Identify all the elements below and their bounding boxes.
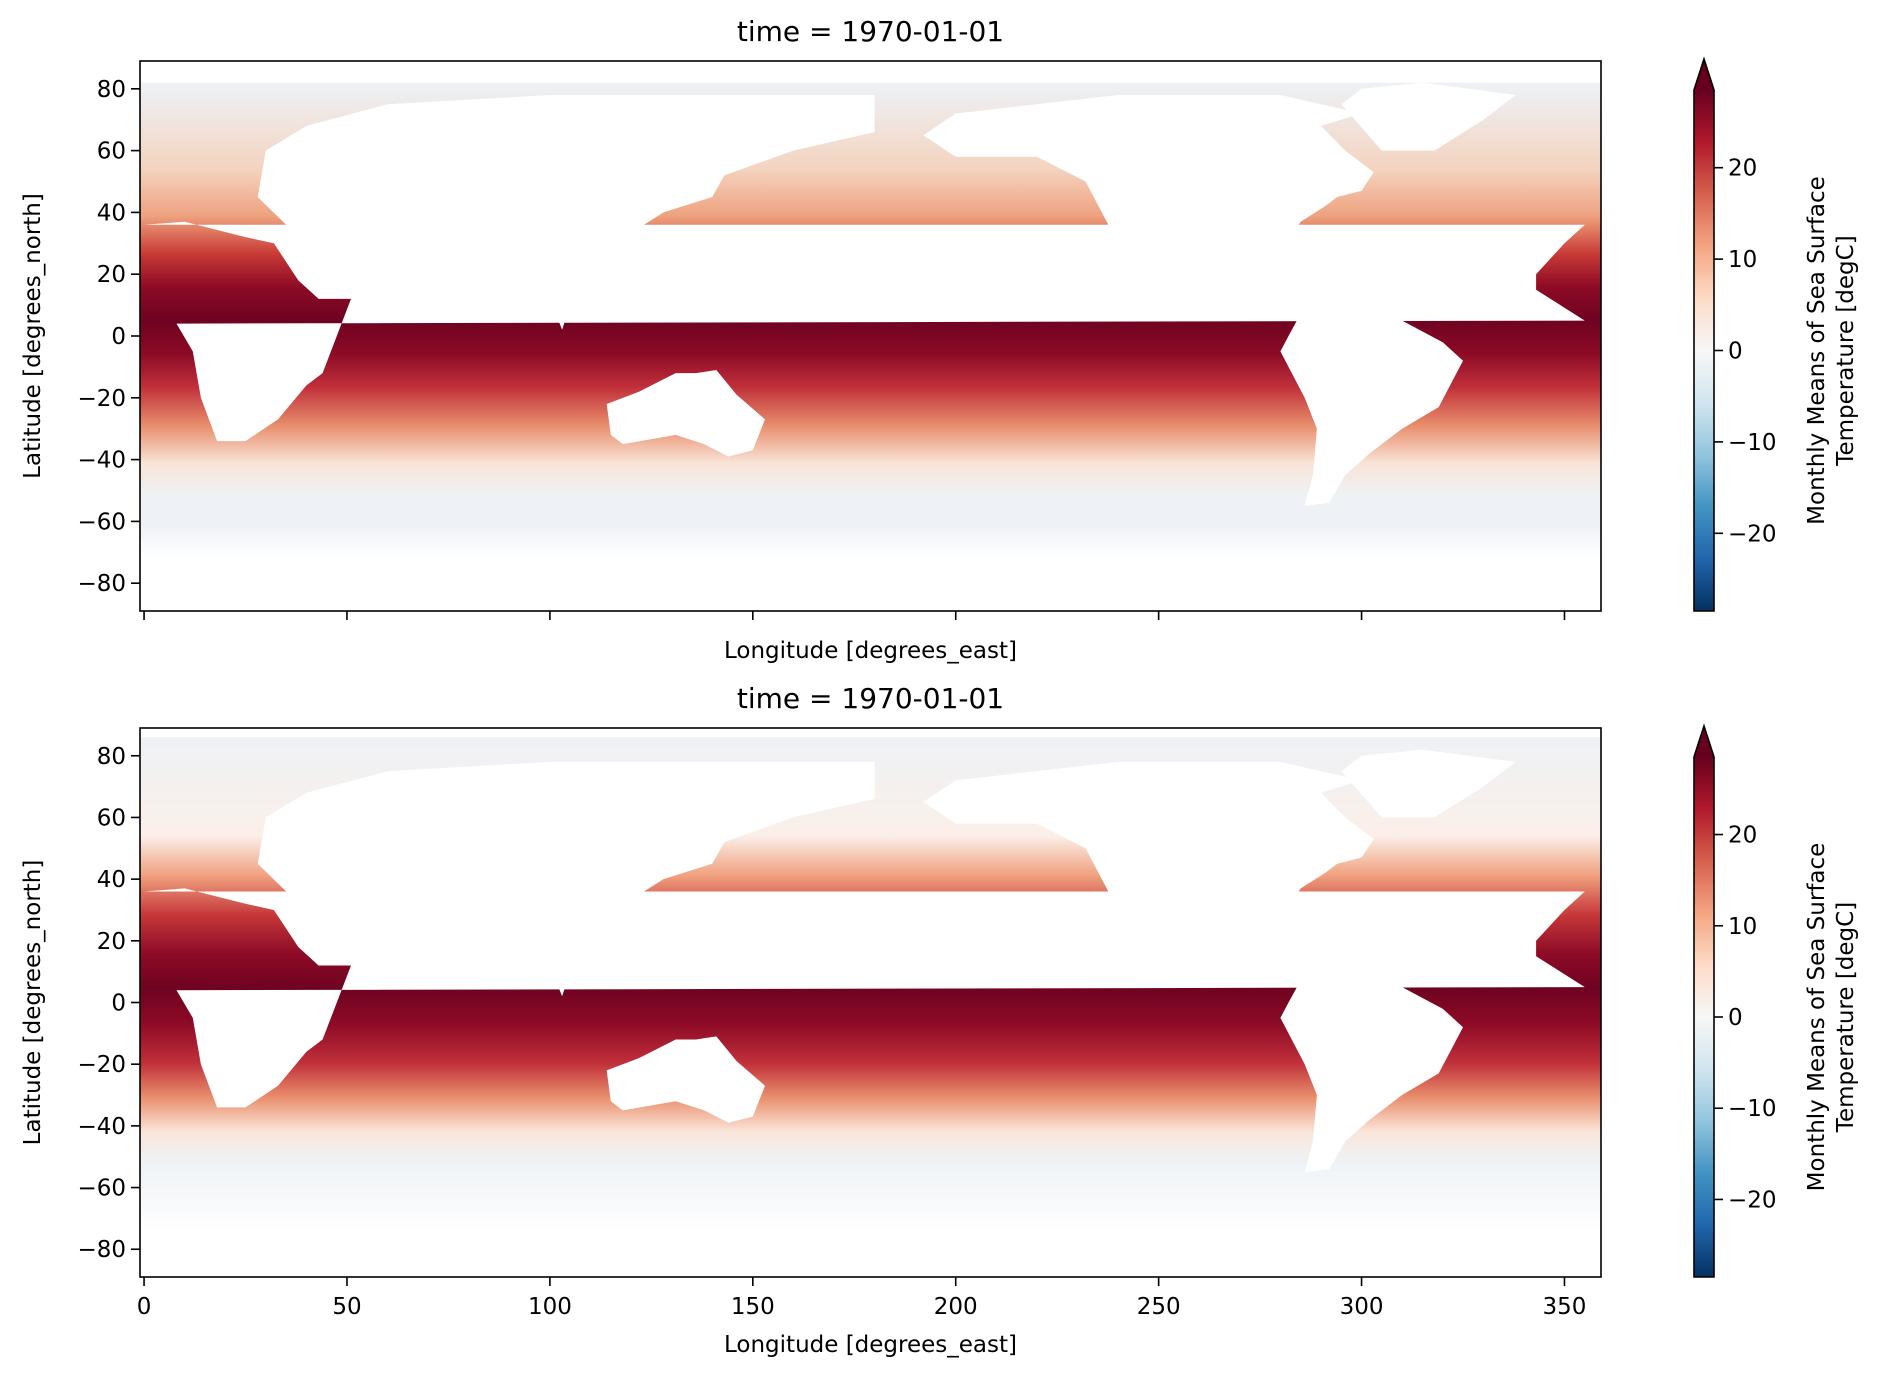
y-tick-label: 80	[97, 744, 126, 770]
colorbar-tick-label: 0	[1728, 1005, 1743, 1031]
y-tick-label: −20	[77, 1052, 126, 1078]
y-tick-label: 60	[97, 139, 126, 165]
chart-title: time = 1970-01-01	[737, 15, 1004, 48]
colorbar-tick-label: 10	[1728, 247, 1757, 273]
y-tick-label: 0	[111, 324, 126, 350]
y-tick-label: 60	[97, 805, 126, 831]
land-mask-2	[257, 95, 875, 330]
colorbar-tick-label: 10	[1728, 914, 1757, 940]
land-mask-3	[606, 1036, 765, 1123]
colorbar-tick-label: 20	[1728, 823, 1757, 849]
colorbar-tick-label: −20	[1728, 521, 1777, 547]
colorbar: −20 −10 0 10 20 Monthly Means of Sea Surface T…	[1693, 723, 1859, 1278]
y-tick-label: 20	[97, 929, 126, 955]
colorbar-extend-arrow	[1694, 726, 1714, 757]
x-tick-label: 200	[934, 1294, 978, 1320]
y-tick-label: −20	[77, 386, 126, 412]
colorbar-label-line-2: Temperature [degC]	[1833, 235, 1859, 466]
y-tick-label: 40	[97, 867, 126, 893]
colorbar-extend-arrow	[1694, 59, 1714, 90]
colorbar: −20 −10 0 10 20 Monthly Means of Sea Surface T…	[1693, 56, 1859, 612]
colorbar-tick-label: 20	[1728, 156, 1757, 182]
x-tick-label: 250	[1137, 1294, 1181, 1320]
land-mask-3	[606, 370, 765, 457]
x-tick-label: 0	[137, 1294, 152, 1320]
land-mask-5	[923, 95, 1374, 312]
y-axis-label: Latitude [degrees_north]	[20, 193, 46, 479]
colorbar-outline	[1693, 723, 1715, 1278]
y-tick-label: −60	[77, 1176, 126, 1202]
chart-panel-1: time = 1970-01-01 −80 −60 −40 −20 0 20 40 60 80 Lo…	[20, 15, 1859, 664]
colorbar-outline	[1693, 56, 1715, 612]
colorbar-gradient	[1694, 757, 1714, 1277]
x-tick-label: 300	[1340, 1294, 1384, 1320]
y-axis-label: Latitude [degrees_north]	[20, 860, 46, 1146]
land-mask-2	[257, 761, 875, 997]
colorbar-tick-label: −10	[1728, 1096, 1777, 1122]
land-mask-6	[1341, 82, 1516, 151]
y-tick-label: −60	[77, 509, 126, 535]
y-tick-label: 80	[97, 77, 126, 103]
y-tick-label: 40	[97, 200, 126, 226]
y-tick-label: −40	[77, 448, 126, 474]
x-tick-label: 350	[1543, 1294, 1587, 1320]
colorbar-label-line-2: Temperature [degC]	[1833, 902, 1859, 1133]
y-tick-label: −80	[77, 571, 126, 597]
colorbar-tick-label: −20	[1728, 1187, 1777, 1213]
colorbar-label-line-1: Monthly Means of Sea Surface	[1804, 843, 1830, 1192]
y-tick-label: 0	[111, 991, 126, 1017]
x-tick-label: 50	[332, 1294, 361, 1320]
colorbar-tick-label: 0	[1728, 339, 1743, 365]
land-mask-6	[1341, 749, 1516, 818]
x-tick-label: 100	[528, 1294, 572, 1320]
land-mask-4	[1280, 965, 1463, 1173]
land-mask-4	[1280, 298, 1463, 506]
x-tick-label: 150	[731, 1294, 775, 1320]
x-axis-label: Longitude [degrees_east]	[724, 638, 1017, 664]
y-tick-label: −80	[77, 1237, 126, 1263]
y-tick-label: −40	[77, 1114, 126, 1140]
chart-panel-2: time = 1970-01-01 −80 −60 −40 −20 0 20 40 60 80 0 5…	[20, 682, 1859, 1358]
sst-field	[140, 737, 1601, 1231]
y-tick-label: 20	[97, 262, 126, 288]
x-axis-label: Longitude [degrees_east]	[724, 1332, 1017, 1358]
colorbar-gradient	[1694, 90, 1714, 611]
sst-field	[140, 82, 1601, 559]
chart-title: time = 1970-01-01	[737, 682, 1004, 715]
land-mask-5	[923, 761, 1374, 978]
colorbar-label-line-1: Monthly Means of Sea Surface	[1804, 176, 1830, 525]
colorbar-tick-label: −10	[1728, 430, 1777, 456]
